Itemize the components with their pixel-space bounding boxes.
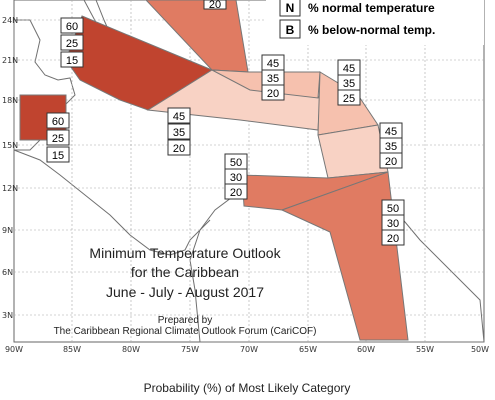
svg-text:50: 50 <box>387 203 399 215</box>
region-guianas <box>280 171 409 341</box>
svg-text:45: 45 <box>173 111 185 123</box>
svg-text:60W: 60W <box>357 345 375 354</box>
legend-text-n: % normal temperature <box>308 1 435 15</box>
prob-box-guianas: 50 30 20 <box>381 199 405 246</box>
lon-ticks: 90W 85W 80W 75W 70W 65W 60W 55W 50W <box>5 345 489 354</box>
svg-text:N: N <box>286 1 295 15</box>
svg-text:18N: 18N <box>2 96 18 105</box>
svg-text:25: 25 <box>52 133 64 145</box>
svg-text:55W: 55W <box>416 345 434 354</box>
svg-text:30: 30 <box>230 172 242 184</box>
svg-text:80W: 80W <box>122 345 140 354</box>
prob-box-belize: 60 25 15 <box>46 112 70 163</box>
prob-box-windward: 45 35 20 <box>379 122 403 169</box>
credit-line2: The Caribbean Regional Climate Outlook F… <box>54 326 317 337</box>
prob-box-cuba: 60 25 15 <box>60 17 84 68</box>
prob-box-top-partial: 20 <box>203 0 227 11</box>
svg-text:20: 20 <box>267 88 279 100</box>
title-line1: Minimum Temperature Outlook <box>89 245 281 261</box>
svg-text:60: 60 <box>66 21 78 33</box>
svg-text:25: 25 <box>343 93 355 105</box>
probability-boxes: 20 60 25 15 60 25 15 45 35 20 <box>46 0 405 246</box>
svg-text:20: 20 <box>173 143 185 155</box>
svg-text:25: 25 <box>66 38 78 50</box>
svg-text:70W: 70W <box>240 345 258 354</box>
svg-text:15: 15 <box>52 150 64 162</box>
svg-text:35: 35 <box>385 141 397 153</box>
svg-text:45: 45 <box>267 58 279 70</box>
prob-box-jamaica: 45 35 20 <box>167 107 191 156</box>
svg-text:9N: 9N <box>2 226 13 235</box>
svg-text:3N: 3N <box>2 311 13 320</box>
svg-text:75W: 75W <box>181 345 199 354</box>
svg-text:15N: 15N <box>2 141 18 150</box>
region-windward-islands <box>317 124 389 179</box>
svg-text:85W: 85W <box>63 345 81 354</box>
prob-box-hispaniola: 45 35 20 <box>261 54 285 101</box>
svg-text:15: 15 <box>66 55 78 67</box>
svg-text:90W: 90W <box>5 345 23 354</box>
svg-text:50W: 50W <box>471 345 489 354</box>
svg-text:45: 45 <box>385 126 397 138</box>
legend-text-b: % below-normal temp. <box>308 23 435 37</box>
title-line2: for the Caribbean <box>131 264 239 280</box>
legend-key-n <box>279 0 301 17</box>
svg-text:20: 20 <box>387 233 399 245</box>
svg-text:6N: 6N <box>2 268 13 277</box>
legend: N % normal temperature B % below-normal … <box>266 0 484 45</box>
svg-text:50: 50 <box>230 157 242 169</box>
svg-text:20: 20 <box>385 156 397 168</box>
svg-text:12N: 12N <box>2 184 18 193</box>
svg-text:20: 20 <box>230 187 242 199</box>
prob-box-leeward: 45 35 25 <box>337 59 361 106</box>
svg-text:24N: 24N <box>2 16 18 25</box>
svg-text:B: B <box>286 23 295 37</box>
title-block: Minimum Temperature Outlook for the Cari… <box>54 245 317 337</box>
credit-line1: Prepared by <box>158 315 212 326</box>
lat-ticks: 24N 21N 18N 15N 12N 9N 6N 3N <box>2 16 18 320</box>
prob-box-abc: 50 30 20 <box>224 153 248 200</box>
svg-text:21N: 21N <box>2 56 18 65</box>
title-line3: June - July - August 2017 <box>106 284 264 300</box>
svg-text:35: 35 <box>173 127 185 139</box>
caption: Probability (%) of Most Likely Category <box>144 381 351 395</box>
legend-key-b <box>279 19 301 39</box>
svg-text:35: 35 <box>343 78 355 90</box>
svg-text:20: 20 <box>209 0 221 11</box>
svg-text:35: 35 <box>267 73 279 85</box>
svg-text:60: 60 <box>52 116 64 128</box>
svg-text:30: 30 <box>387 218 399 230</box>
svg-text:65W: 65W <box>299 345 317 354</box>
svg-text:45: 45 <box>343 63 355 75</box>
